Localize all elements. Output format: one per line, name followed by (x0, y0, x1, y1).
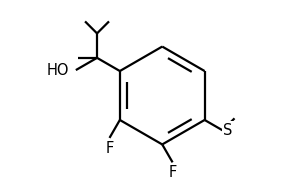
Text: F: F (105, 141, 114, 156)
Text: HO: HO (47, 63, 69, 78)
Text: F: F (169, 165, 177, 180)
Text: S: S (224, 123, 233, 138)
